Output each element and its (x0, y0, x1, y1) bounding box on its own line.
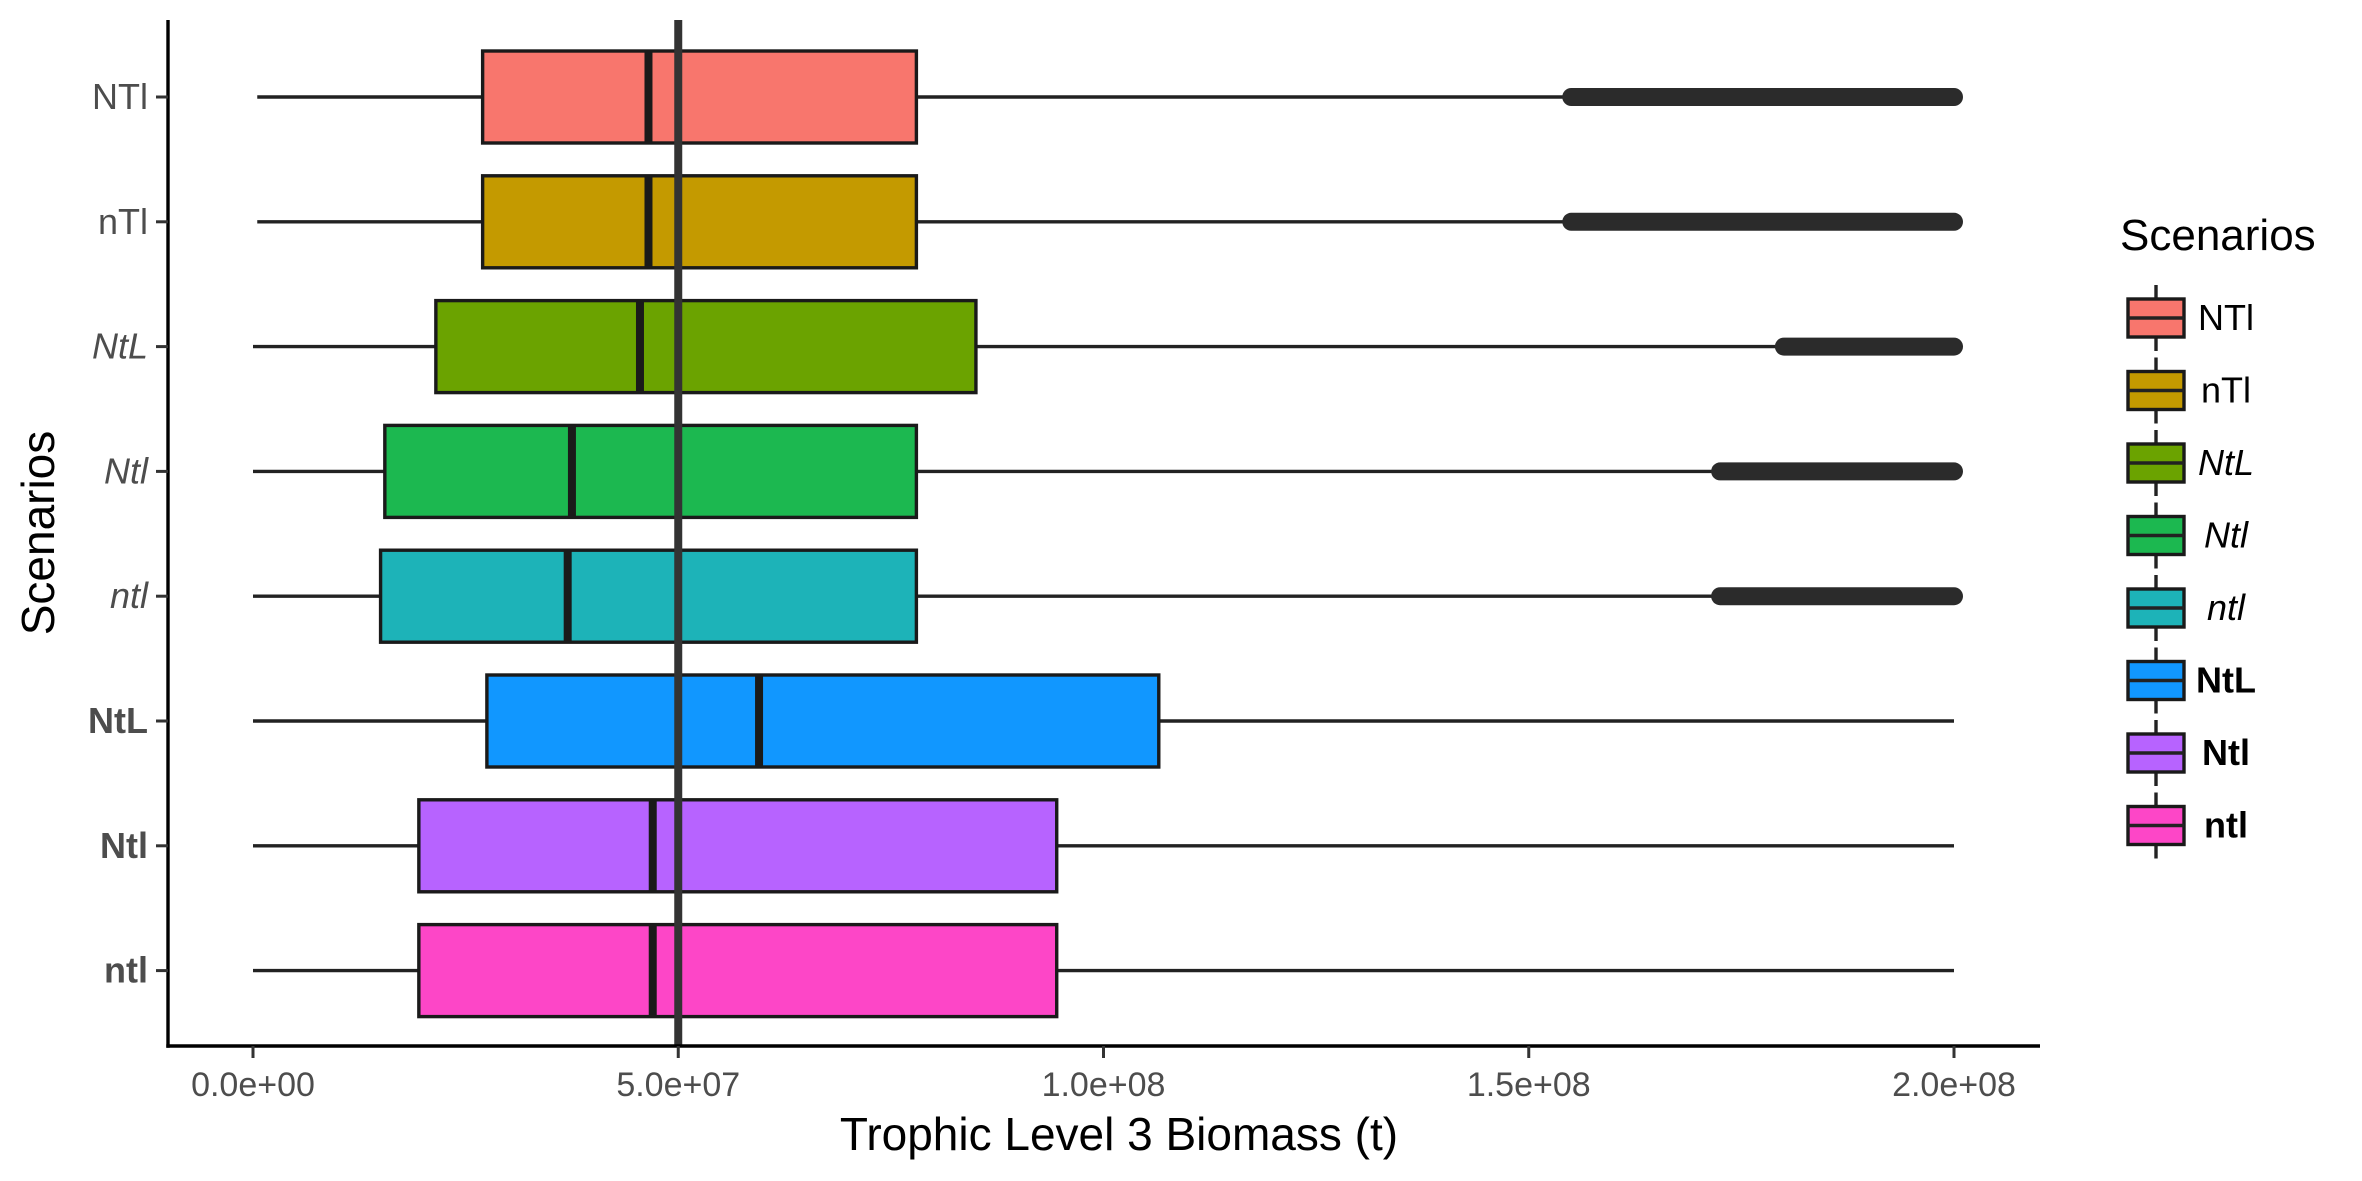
legend-item: Ntl (2126, 502, 2249, 569)
box-series (253, 548, 1963, 644)
legend-item: NtL (2126, 430, 2254, 496)
y-tick-label: NtL (92, 326, 148, 367)
legend-label: ntl (2204, 805, 2248, 846)
y-tick-label: nTl (98, 201, 148, 242)
legend-label: Ntl (2204, 515, 2249, 556)
y-tick-label: Ntl (100, 825, 148, 866)
legend-label: NtL (2198, 442, 2254, 483)
legend: Scenarios NTl nTl NtL Ntl ntl NtL Ntl ntl (2120, 211, 2316, 859)
box-series (253, 423, 1963, 520)
plot-area (253, 20, 1963, 1046)
legend-label: NTl (2198, 297, 2254, 338)
legend-label: Ntl (2202, 732, 2250, 773)
box (417, 922, 1059, 1019)
legend-item: ntl (2126, 575, 2246, 641)
legend-title: Scenarios (2120, 211, 2316, 260)
box-series (253, 922, 1954, 1019)
y-tick-label: ntl (110, 575, 149, 616)
y-tick-label: NtL (88, 700, 148, 741)
box (480, 49, 919, 145)
legend-item: ntl (2126, 792, 2248, 859)
legend-item: nTl (2126, 357, 2251, 424)
box-series (253, 798, 1954, 894)
box (480, 174, 919, 270)
box (485, 673, 1161, 769)
x-axis-title: Trophic Level 3 Biomass (t) (840, 1108, 1398, 1160)
y-axis-title: Scenarios (12, 431, 64, 636)
x-tick-label: 1.0e+08 (1042, 1066, 1166, 1104)
legend-item: Ntl (2126, 720, 2250, 786)
box (417, 798, 1059, 894)
box (383, 423, 919, 520)
legend-label: NtL (2196, 660, 2256, 701)
y-tick-label: NTl (92, 76, 148, 117)
box-series (253, 673, 1954, 769)
legend-item: NtL (2126, 647, 2256, 714)
axes: 0.0e+00 5.0e+07 1.0e+08 1.5e+08 2.0e+08 NTl nT… (88, 20, 2040, 1104)
legend-label: ntl (2207, 587, 2246, 628)
legend-label: nTl (2201, 370, 2251, 411)
box-series (257, 174, 1963, 270)
x-tick-label: 2.0e+08 (1892, 1066, 2016, 1104)
x-tick-label: 0.0e+00 (191, 1066, 315, 1104)
box (378, 548, 919, 644)
y-tick-label: ntl (104, 950, 148, 991)
y-tick-label: Ntl (104, 450, 149, 491)
box (434, 298, 978, 395)
x-tick-label: 1.5e+08 (1467, 1066, 1591, 1104)
x-tick-label: 5.0e+07 (616, 1066, 740, 1104)
box-series (253, 298, 1963, 395)
legend-item: NTl (2126, 285, 2254, 351)
box-series (257, 49, 1963, 145)
